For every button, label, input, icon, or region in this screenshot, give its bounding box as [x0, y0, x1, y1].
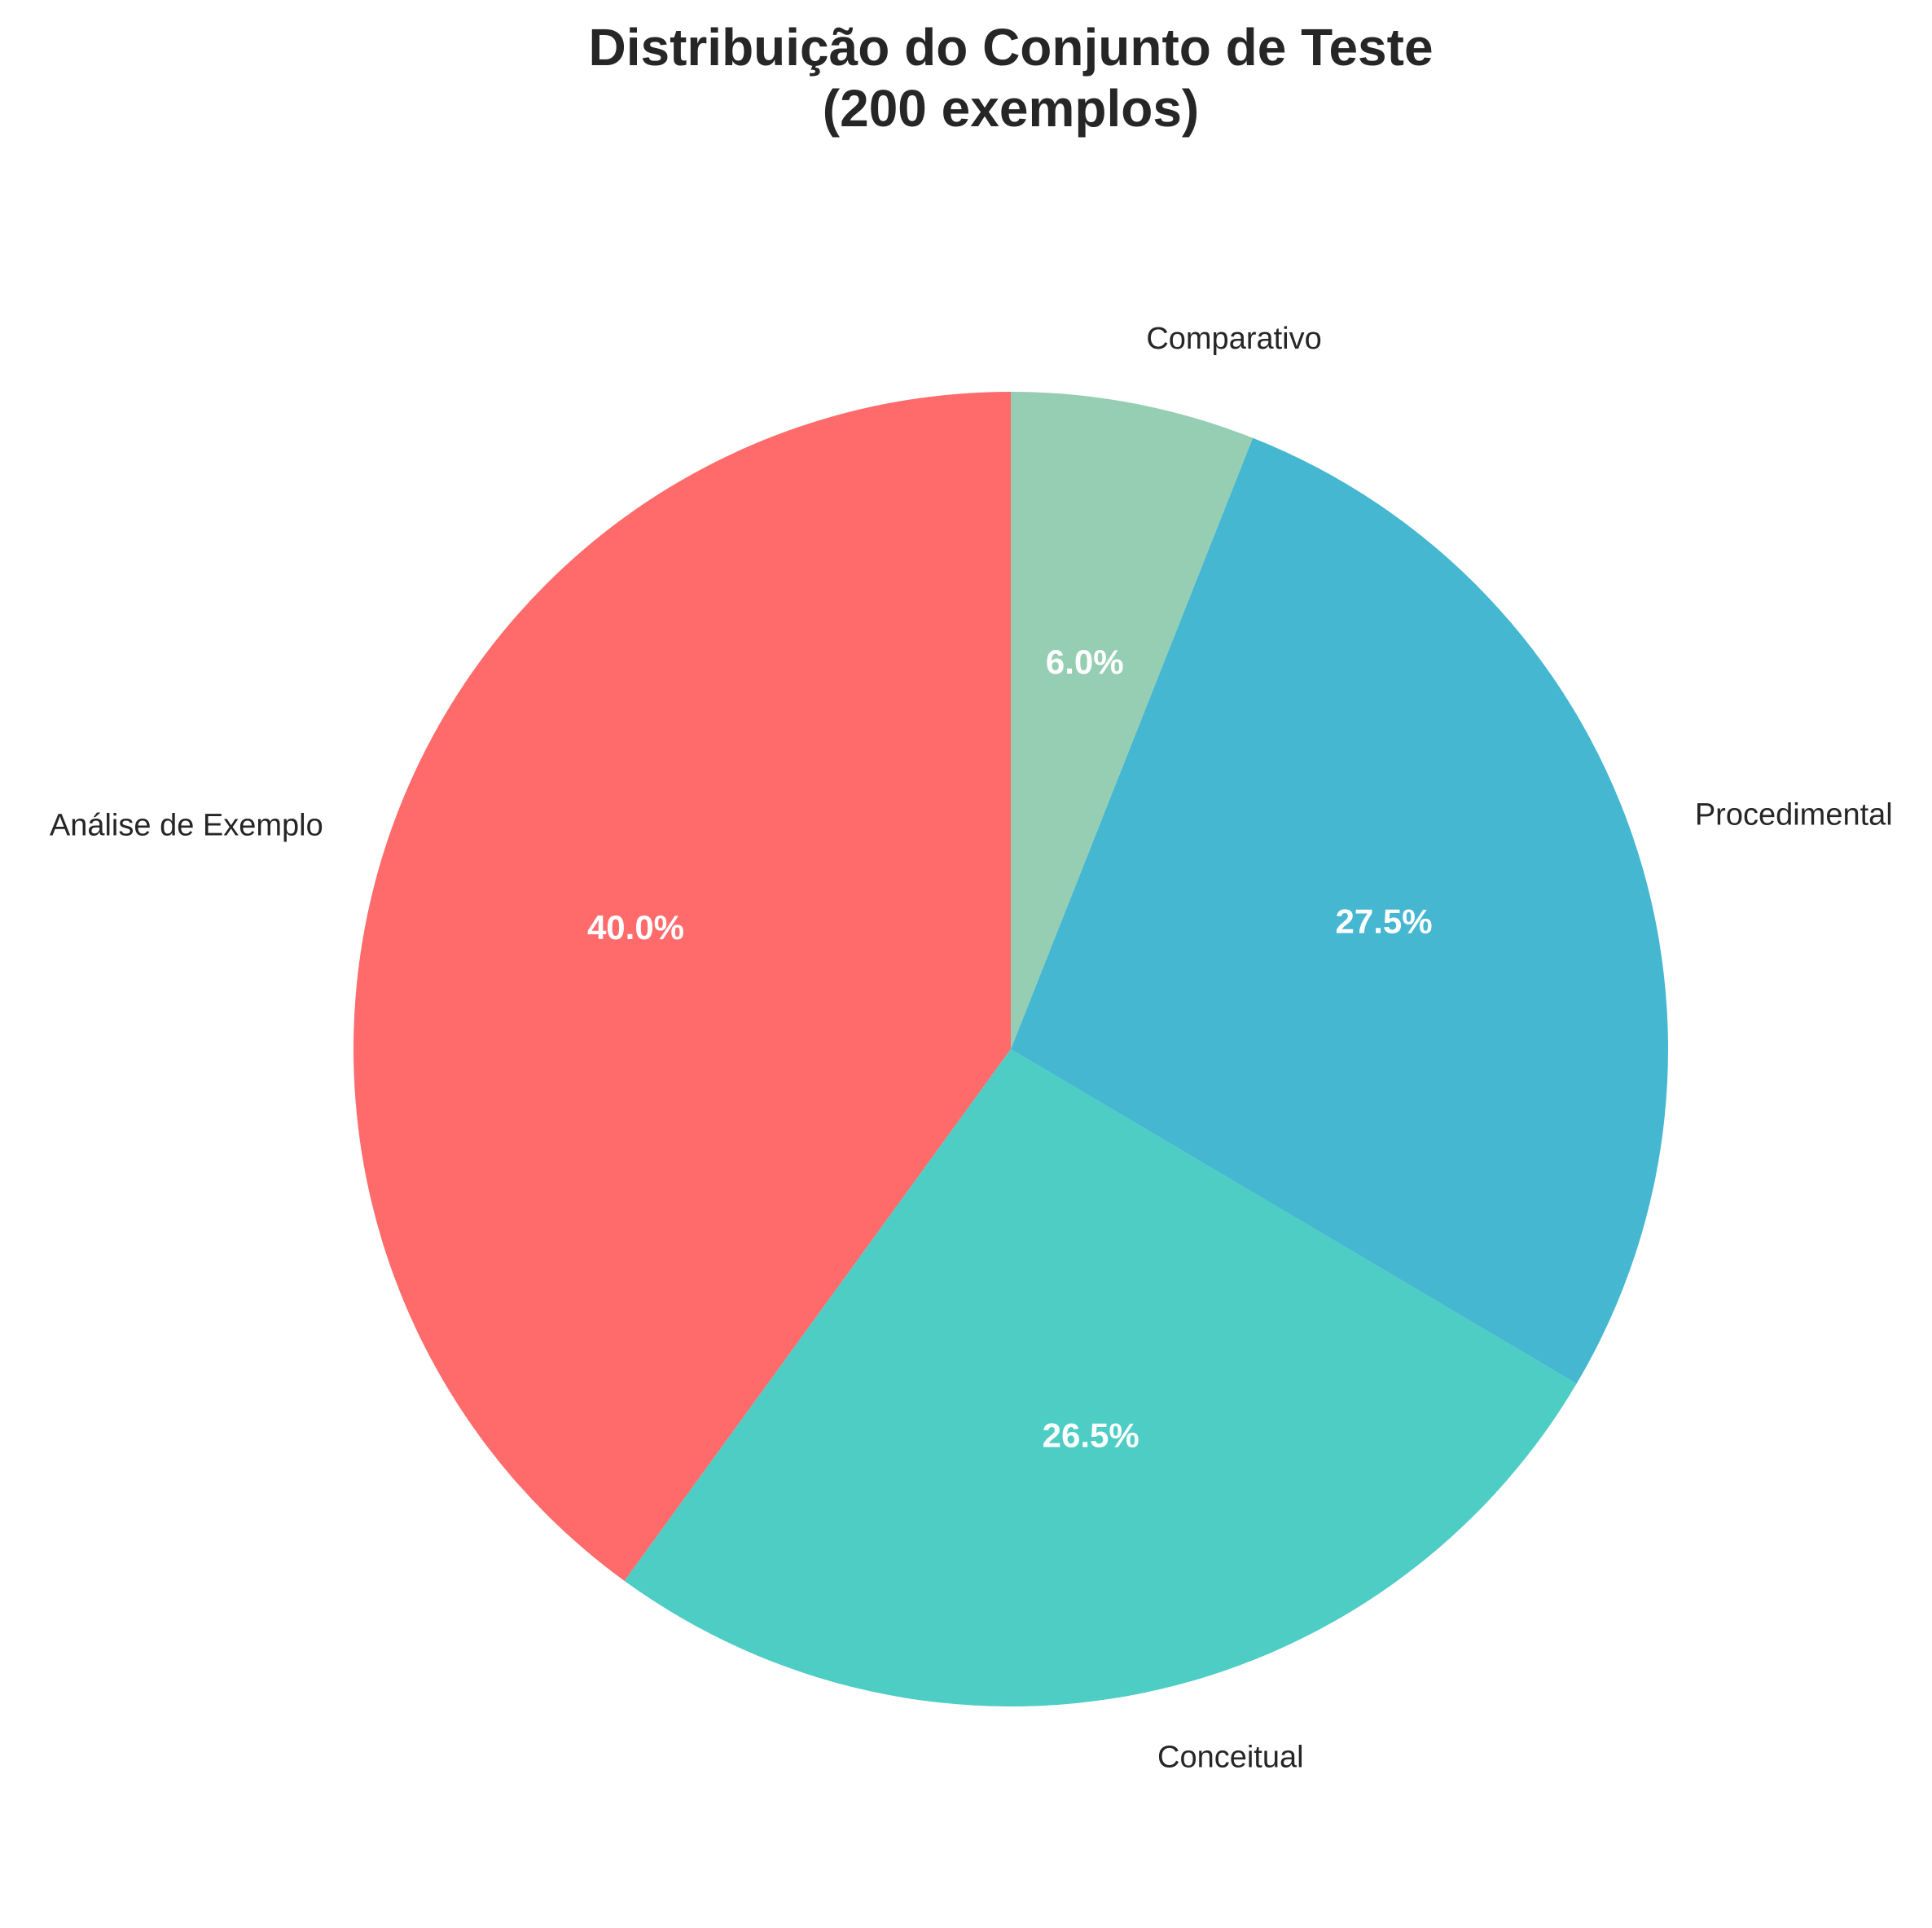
pct-label-conceitual: 26.5% [1043, 1416, 1139, 1455]
category-label-procedimental: Procedimental [1695, 797, 1893, 832]
pie-slice-procedimental [1011, 437, 1668, 1384]
pie-slice-comparativo [1011, 392, 1254, 1049]
pct-label-comparativo: 6.0% [1046, 643, 1124, 681]
pie-labels: 40.0% Análise de Exemplo 26.5% Conceitual 27… [50, 322, 1893, 1774]
pie-slice-conceitual [624, 1049, 1577, 1706]
category-label-analise-de-exemplo: Análise de Exemplo [50, 809, 323, 843]
chart-title-line-2: (200 exemplos) [823, 79, 1199, 138]
pct-label-procedimental: 27.5% [1336, 903, 1433, 941]
chart-title-line-1: Distribuição do Conjunto de Teste [588, 18, 1433, 77]
pie-slice-analise-de-exemplo [353, 392, 1012, 1581]
pie-slices [353, 392, 1668, 1706]
category-label-comparativo: Comparativo [1146, 322, 1321, 356]
pct-label-analise-de-exemplo: 40.0% [587, 908, 684, 946]
category-label-conceitual: Conceitual [1157, 1740, 1304, 1774]
